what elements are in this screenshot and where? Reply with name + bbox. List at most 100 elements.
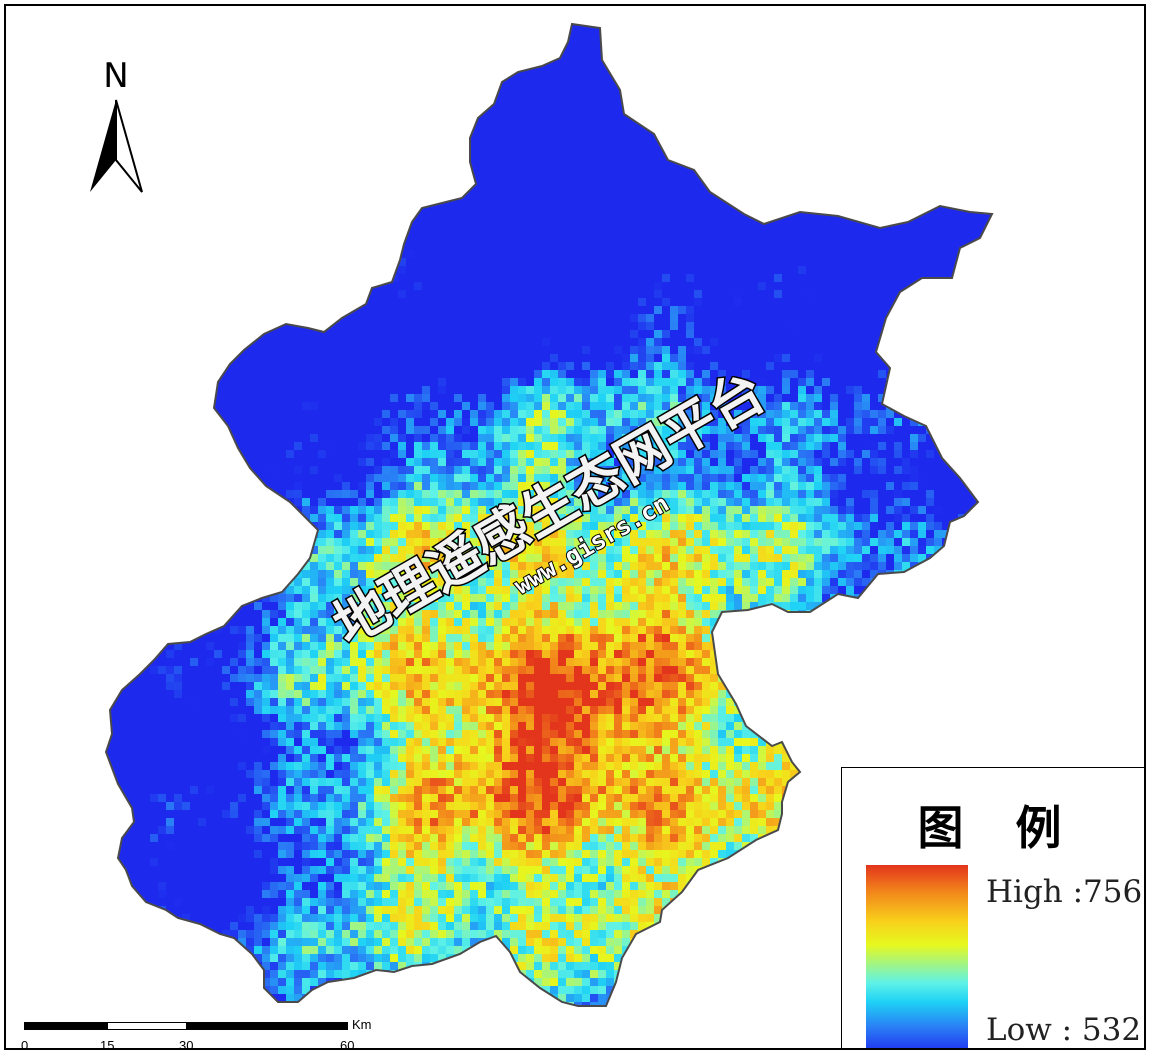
raster-cell xyxy=(174,322,182,330)
raster-cell xyxy=(966,82,974,90)
raster-cell xyxy=(118,266,126,274)
raster-cell xyxy=(106,218,110,226)
raster-cell xyxy=(566,202,574,210)
raster-cell xyxy=(550,122,558,130)
raster-cell xyxy=(622,42,630,50)
raster-cell xyxy=(126,362,134,370)
raster-cell xyxy=(974,218,982,226)
raster-cell xyxy=(982,26,990,34)
raster-cell xyxy=(214,58,222,66)
raster-cell xyxy=(534,74,542,82)
raster-cell xyxy=(622,74,630,82)
raster-cell xyxy=(926,186,934,194)
raster-cell xyxy=(286,42,294,50)
raster-cell xyxy=(974,154,982,162)
raster-cell xyxy=(294,306,302,314)
raster-cell xyxy=(326,106,334,114)
raster-cell xyxy=(278,58,286,66)
raster-cell xyxy=(318,106,326,114)
raster-cell xyxy=(622,202,630,210)
raster-cell xyxy=(934,282,942,290)
raster-cell xyxy=(106,34,110,42)
raster-cell xyxy=(838,282,846,290)
raster-cell xyxy=(606,178,614,186)
raster-cell xyxy=(430,146,438,154)
raster-cell xyxy=(758,50,766,58)
raster-cell xyxy=(590,178,598,186)
raster-cell xyxy=(222,306,230,314)
raster-cell xyxy=(230,322,238,330)
raster-cell xyxy=(446,338,454,346)
raster-cell xyxy=(182,354,190,362)
raster-cell xyxy=(134,210,142,218)
raster-cell xyxy=(758,26,766,34)
raster-cell xyxy=(558,58,566,66)
raster-cell xyxy=(342,66,350,74)
raster-cell xyxy=(262,82,270,90)
raster-cell xyxy=(390,50,398,58)
raster-cell xyxy=(270,66,278,74)
raster-cell xyxy=(854,322,862,330)
raster-cell xyxy=(982,170,990,178)
raster-cell xyxy=(950,330,958,338)
raster-cell xyxy=(206,258,214,266)
raster-cell xyxy=(710,250,718,258)
raster-cell xyxy=(718,242,726,250)
raster-cell xyxy=(294,210,302,218)
raster-cell xyxy=(902,354,910,362)
raster-cell xyxy=(806,178,814,186)
raster-cell xyxy=(742,98,750,106)
raster-cell xyxy=(678,330,686,338)
raster-cell xyxy=(478,82,486,90)
raster-cell xyxy=(238,26,246,34)
raster-cell xyxy=(270,114,278,122)
raster-cell xyxy=(550,138,558,146)
raster-cell xyxy=(630,162,638,170)
raster-cell xyxy=(270,24,278,26)
raster-cell xyxy=(270,282,278,290)
raster-cell xyxy=(342,346,350,354)
raster-cell xyxy=(270,330,278,338)
raster-cell xyxy=(750,106,758,114)
raster-cell xyxy=(510,322,518,330)
raster-cell xyxy=(926,234,934,242)
raster-cell xyxy=(374,50,382,58)
raster-cell xyxy=(470,58,478,66)
raster-cell xyxy=(574,138,582,146)
raster-cell xyxy=(430,114,438,122)
raster-cell xyxy=(630,346,638,354)
raster-cell xyxy=(106,210,110,218)
raster-cell xyxy=(574,306,582,314)
raster-cell xyxy=(710,346,718,354)
raster-cell xyxy=(470,282,478,290)
raster-cell xyxy=(830,234,838,242)
raster-cell xyxy=(174,154,182,162)
raster-cell xyxy=(774,322,782,330)
raster-cell xyxy=(582,178,590,186)
raster-cell xyxy=(158,306,166,314)
raster-cell xyxy=(270,98,278,106)
raster-cell xyxy=(390,90,398,98)
raster-cell xyxy=(598,122,606,130)
raster-cell xyxy=(990,114,992,122)
raster-cell xyxy=(990,330,992,338)
raster-cell xyxy=(110,362,118,370)
raster-cell xyxy=(958,24,966,26)
raster-cell xyxy=(870,266,878,274)
raster-cell xyxy=(334,226,342,234)
raster-cell xyxy=(454,122,462,130)
raster-cell xyxy=(646,24,654,26)
raster-cell xyxy=(422,178,430,186)
raster-cell xyxy=(798,90,806,98)
raster-cell xyxy=(758,202,766,210)
raster-cell xyxy=(950,90,958,98)
raster-cell xyxy=(254,170,262,178)
raster-cell xyxy=(726,98,734,106)
raster-cell xyxy=(118,242,126,250)
raster-cell xyxy=(894,178,902,186)
raster-cell xyxy=(502,66,510,74)
raster-cell xyxy=(326,266,334,274)
raster-cell xyxy=(622,234,630,242)
raster-cell xyxy=(246,290,254,298)
raster-cell xyxy=(750,306,758,314)
